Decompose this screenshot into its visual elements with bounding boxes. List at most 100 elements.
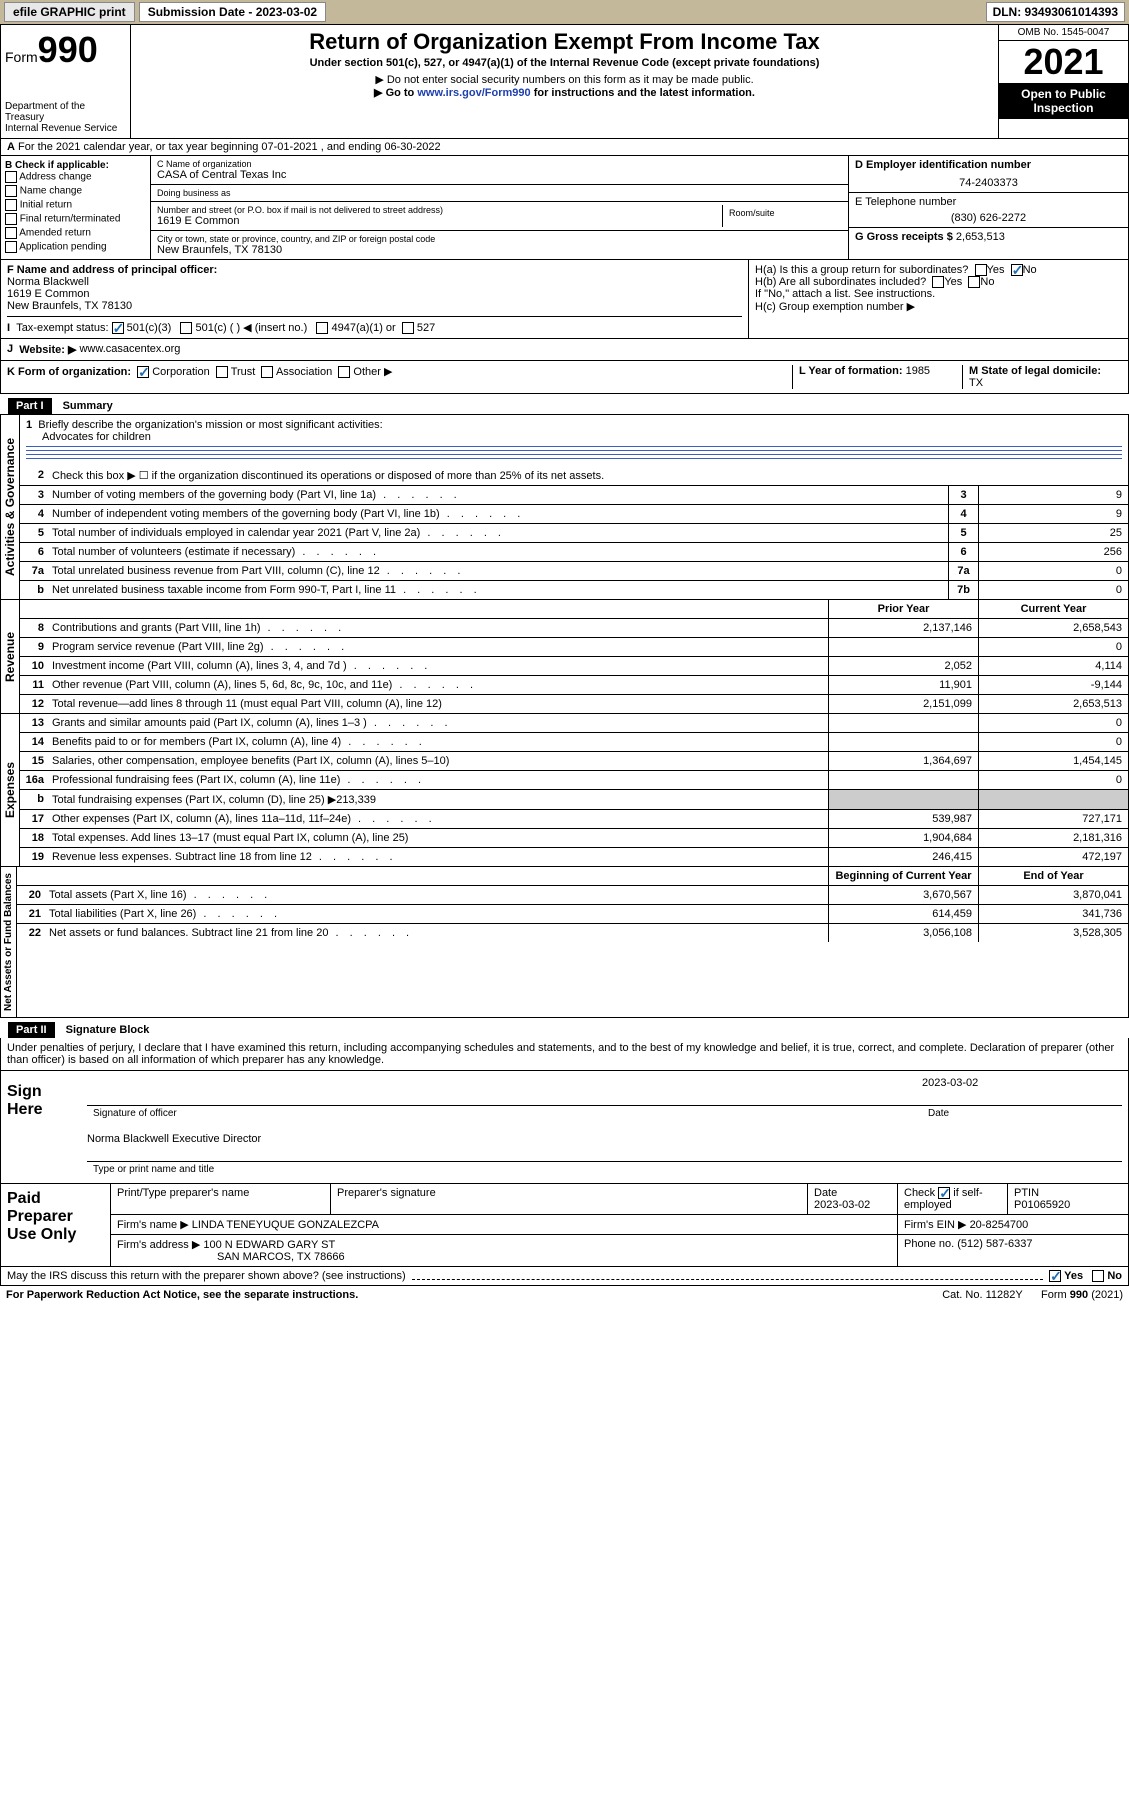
line-11: Other revenue (Part VIII, column (A), li… xyxy=(48,676,828,694)
chk-corp[interactable] xyxy=(137,366,149,378)
dept-treasury: Department of the Treasury xyxy=(5,101,126,123)
val-7a: 0 xyxy=(978,562,1128,580)
prep-h5: PTIN xyxy=(1014,1187,1039,1199)
street-label: Number and street (or P.O. box if mail i… xyxy=(157,205,722,215)
line-21: Total liabilities (Part X, line 26) xyxy=(45,905,828,923)
officer-label: F Name and address of principal officer: xyxy=(7,264,217,276)
vert-governance: Activities & Governance xyxy=(1,415,20,599)
ha-no[interactable] xyxy=(1011,264,1023,276)
prior-21: 614,459 xyxy=(828,905,978,923)
mission-value: Advocates for children xyxy=(42,431,151,443)
year-formation: 1985 xyxy=(906,365,930,377)
part1-title: Summary xyxy=(63,400,113,412)
cur-9: 0 xyxy=(978,638,1128,656)
chk-501c3[interactable] xyxy=(112,322,124,334)
col-c-org-info: C Name of organization CASA of Central T… xyxy=(151,156,848,259)
cur-18: 2,181,316 xyxy=(978,829,1128,847)
firm-name: LINDA TENEYUQUE GONZALEZCPA xyxy=(192,1219,379,1231)
summary-expenses: Expenses 13Grants and similar amounts pa… xyxy=(0,714,1129,867)
line-4: Number of independent voting members of … xyxy=(48,505,948,523)
line-19: Revenue less expenses. Subtract line 18 … xyxy=(48,848,828,866)
cur-20: 3,870,041 xyxy=(978,886,1128,904)
chk-amended[interactable]: Amended return xyxy=(5,227,146,239)
prep-ptin: P01065920 xyxy=(1014,1199,1070,1211)
line-6: Total number of volunteers (estimate if … xyxy=(48,543,948,561)
cur-12: 2,653,513 xyxy=(978,695,1128,713)
cur-13: 0 xyxy=(978,714,1128,732)
cur-17: 727,171 xyxy=(978,810,1128,828)
chk-address[interactable]: Address change xyxy=(5,171,146,183)
gross-value: 2,653,513 xyxy=(956,231,1005,243)
line-17: Other expenses (Part IX, column (A), lin… xyxy=(48,810,828,828)
chk-other[interactable] xyxy=(338,366,350,378)
col-b-checkboxes: B Check if applicable: Address change Na… xyxy=(1,156,151,259)
prior-10: 2,052 xyxy=(828,657,978,675)
chk-name[interactable]: Name change xyxy=(5,185,146,197)
prep-selfemp: Check if self-employed xyxy=(904,1187,983,1211)
link-post: for instructions and the latest informat… xyxy=(531,87,755,99)
hb-yes[interactable] xyxy=(932,276,944,288)
vert-expenses: Expenses xyxy=(1,714,20,866)
org-name-label: C Name of organization xyxy=(157,159,842,169)
line-22: Net assets or fund balances. Subtract li… xyxy=(45,924,828,942)
discuss-yes[interactable] xyxy=(1049,1270,1061,1282)
pra-notice: For Paperwork Reduction Act Notice, see … xyxy=(6,1289,358,1301)
chk-501c[interactable] xyxy=(180,322,192,334)
part2-title: Signature Block xyxy=(66,1024,150,1036)
form-number: Form990 xyxy=(5,29,126,71)
val-6: 256 xyxy=(978,543,1128,561)
hdr-begin: Beginning of Current Year xyxy=(828,867,978,885)
line-14: Benefits paid to or for members (Part IX… xyxy=(48,733,828,751)
section-bcd: B Check if applicable: Address change Na… xyxy=(0,156,1129,260)
form-label: Form xyxy=(5,49,38,65)
hb-no[interactable] xyxy=(968,276,980,288)
form-note-ssn: ▶ Do not enter social security numbers o… xyxy=(135,73,994,86)
chk-4947[interactable] xyxy=(316,322,328,334)
officer-name: Norma Blackwell xyxy=(7,276,89,288)
org-name: CASA of Central Texas Inc xyxy=(157,169,842,181)
preparer-block: Paid Preparer Use Only Print/Type prepar… xyxy=(0,1184,1129,1267)
dba-label: Doing business as xyxy=(157,188,842,198)
chk-assoc[interactable] xyxy=(261,366,273,378)
ha-yes[interactable] xyxy=(975,264,987,276)
line-7a: Total unrelated business revenue from Pa… xyxy=(48,562,948,580)
tel-value: (830) 626-2272 xyxy=(855,212,1122,224)
room-label: Room/suite xyxy=(729,208,836,218)
mission-label: Briefly describe the organization's miss… xyxy=(38,419,382,431)
firm-phone: (512) 587-6337 xyxy=(957,1238,1032,1250)
cat-no: Cat. No. 11282Y xyxy=(942,1289,1023,1301)
row-a-text: For the 2021 calendar year, or tax year … xyxy=(18,141,441,153)
line-8: Contributions and grants (Part VIII, lin… xyxy=(48,619,828,637)
sig-date: 2023-03-02 xyxy=(922,1077,1122,1089)
prep-h1: Print/Type preparer's name xyxy=(111,1184,331,1214)
line-9: Program service revenue (Part VIII, line… xyxy=(48,638,828,656)
omb-number: OMB No. 1545-0047 xyxy=(999,25,1128,41)
prep-h2: Preparer's signature xyxy=(331,1184,808,1214)
chk-trust[interactable] xyxy=(216,366,228,378)
cur-8: 2,658,543 xyxy=(978,619,1128,637)
discuss-no[interactable] xyxy=(1092,1270,1104,1282)
city-value: New Braunfels, TX 78130 xyxy=(157,244,842,256)
efile-print-button[interactable]: efile GRAPHIC print xyxy=(4,2,135,22)
firm-addr1: 100 N EDWARD GARY ST xyxy=(203,1239,335,1251)
line-12: Total revenue—add lines 8 through 11 (mu… xyxy=(48,695,828,713)
irs-label: Internal Revenue Service xyxy=(5,123,126,134)
cur-21: 341,736 xyxy=(978,905,1128,923)
irs-link[interactable]: www.irs.gov/Form990 xyxy=(417,87,530,99)
chk-527[interactable] xyxy=(402,322,414,334)
line-15: Salaries, other compensation, employee b… xyxy=(48,752,828,770)
preparer-label: Paid Preparer Use Only xyxy=(1,1184,111,1266)
gross-label: G Gross receipts $ xyxy=(855,231,953,243)
sig-name-label: Type or print name and title xyxy=(87,1162,220,1177)
city-label: City or town, state or province, country… xyxy=(157,234,842,244)
val-7b: 0 xyxy=(978,581,1128,599)
prior-9 xyxy=(828,638,978,656)
hb-note: If "No," attach a list. See instructions… xyxy=(755,288,1122,300)
line-13: Grants and similar amounts paid (Part IX… xyxy=(48,714,828,732)
chk-final[interactable]: Final return/terminated xyxy=(5,213,146,225)
sig-date-label: Date xyxy=(922,1106,1122,1121)
kform-row: K Form of organization: Corporation Trus… xyxy=(0,361,1129,394)
chk-pending[interactable]: Application pending xyxy=(5,241,146,253)
chk-initial[interactable]: Initial return xyxy=(5,199,146,211)
prior-18: 1,904,684 xyxy=(828,829,978,847)
